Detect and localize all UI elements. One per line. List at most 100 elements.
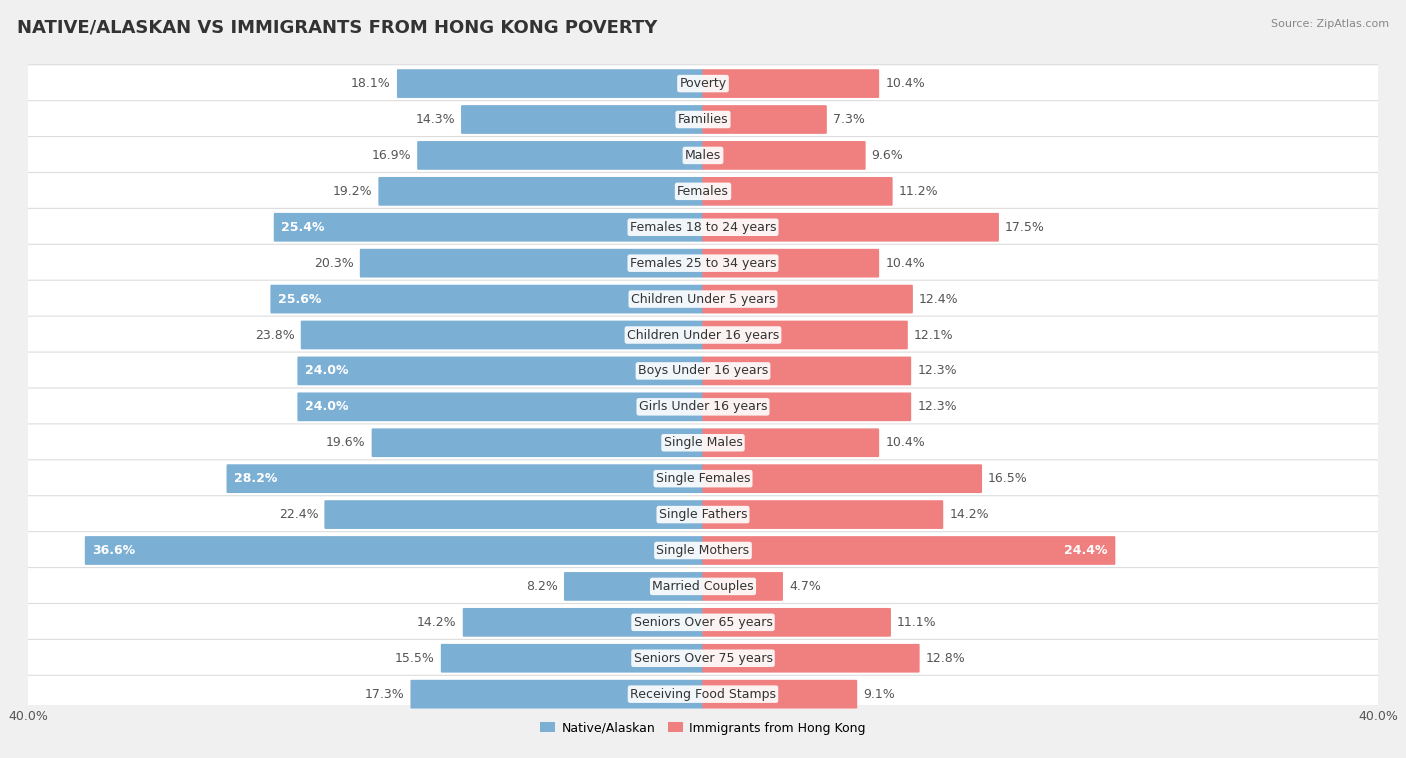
FancyBboxPatch shape [463, 608, 703, 637]
Text: 16.5%: 16.5% [988, 472, 1028, 485]
FancyBboxPatch shape [703, 393, 911, 421]
Text: 24.0%: 24.0% [305, 400, 349, 413]
Text: Males: Males [685, 149, 721, 162]
FancyBboxPatch shape [703, 536, 1115, 565]
Text: 15.5%: 15.5% [395, 652, 434, 665]
FancyBboxPatch shape [703, 249, 879, 277]
Text: Families: Families [678, 113, 728, 126]
Text: 10.4%: 10.4% [886, 437, 925, 449]
Text: 14.3%: 14.3% [415, 113, 456, 126]
FancyBboxPatch shape [27, 531, 1379, 569]
FancyBboxPatch shape [703, 465, 981, 493]
Text: Single Fathers: Single Fathers [659, 508, 747, 521]
FancyBboxPatch shape [703, 177, 893, 205]
FancyBboxPatch shape [564, 572, 703, 601]
Text: Boys Under 16 years: Boys Under 16 years [638, 365, 768, 377]
Text: 20.3%: 20.3% [314, 257, 354, 270]
Text: Females 18 to 24 years: Females 18 to 24 years [630, 221, 776, 233]
Text: 28.2%: 28.2% [233, 472, 277, 485]
FancyBboxPatch shape [27, 244, 1379, 282]
Text: 24.4%: 24.4% [1064, 544, 1108, 557]
FancyBboxPatch shape [27, 352, 1379, 390]
FancyBboxPatch shape [27, 603, 1379, 641]
Text: Seniors Over 75 years: Seniors Over 75 years [634, 652, 772, 665]
FancyBboxPatch shape [461, 105, 703, 134]
Text: 22.4%: 22.4% [278, 508, 318, 521]
FancyBboxPatch shape [226, 465, 703, 493]
Text: 25.4%: 25.4% [281, 221, 325, 233]
Text: 9.1%: 9.1% [863, 688, 896, 700]
FancyBboxPatch shape [27, 460, 1379, 497]
FancyBboxPatch shape [703, 105, 827, 134]
FancyBboxPatch shape [27, 675, 1379, 713]
Text: 36.6%: 36.6% [93, 544, 135, 557]
FancyBboxPatch shape [84, 536, 703, 565]
Text: 12.4%: 12.4% [920, 293, 959, 305]
Text: Females: Females [678, 185, 728, 198]
Text: 10.4%: 10.4% [886, 77, 925, 90]
Text: Poverty: Poverty [679, 77, 727, 90]
Text: Receiving Food Stamps: Receiving Food Stamps [630, 688, 776, 700]
Text: 11.1%: 11.1% [897, 615, 936, 629]
FancyBboxPatch shape [27, 280, 1379, 318]
Text: 12.3%: 12.3% [917, 400, 957, 413]
Text: 17.5%: 17.5% [1005, 221, 1045, 233]
Text: 8.2%: 8.2% [526, 580, 558, 593]
Text: 25.6%: 25.6% [278, 293, 321, 305]
FancyBboxPatch shape [703, 428, 879, 457]
Text: Seniors Over 65 years: Seniors Over 65 years [634, 615, 772, 629]
FancyBboxPatch shape [298, 393, 703, 421]
Text: 16.9%: 16.9% [371, 149, 411, 162]
FancyBboxPatch shape [27, 424, 1379, 462]
FancyBboxPatch shape [27, 101, 1379, 139]
Text: Children Under 16 years: Children Under 16 years [627, 328, 779, 342]
Text: Source: ZipAtlas.com: Source: ZipAtlas.com [1271, 19, 1389, 29]
Text: Girls Under 16 years: Girls Under 16 years [638, 400, 768, 413]
FancyBboxPatch shape [411, 680, 703, 709]
Text: 12.8%: 12.8% [925, 652, 966, 665]
FancyBboxPatch shape [27, 316, 1379, 354]
FancyBboxPatch shape [703, 69, 879, 98]
Text: 12.1%: 12.1% [914, 328, 953, 342]
FancyBboxPatch shape [301, 321, 703, 349]
FancyBboxPatch shape [298, 356, 703, 385]
FancyBboxPatch shape [703, 285, 912, 314]
FancyBboxPatch shape [274, 213, 703, 242]
Text: 4.7%: 4.7% [789, 580, 821, 593]
Text: 19.2%: 19.2% [333, 185, 373, 198]
Text: 10.4%: 10.4% [886, 257, 925, 270]
FancyBboxPatch shape [325, 500, 703, 529]
Text: Females 25 to 34 years: Females 25 to 34 years [630, 257, 776, 270]
FancyBboxPatch shape [27, 496, 1379, 534]
Text: Single Mothers: Single Mothers [657, 544, 749, 557]
FancyBboxPatch shape [703, 644, 920, 672]
FancyBboxPatch shape [27, 173, 1379, 210]
FancyBboxPatch shape [441, 644, 703, 672]
Text: 18.1%: 18.1% [352, 77, 391, 90]
FancyBboxPatch shape [703, 213, 998, 242]
FancyBboxPatch shape [371, 428, 703, 457]
Text: Single Females: Single Females [655, 472, 751, 485]
FancyBboxPatch shape [27, 64, 1379, 102]
Text: 14.2%: 14.2% [418, 615, 457, 629]
Text: 7.3%: 7.3% [832, 113, 865, 126]
Legend: Native/Alaskan, Immigrants from Hong Kong: Native/Alaskan, Immigrants from Hong Kon… [540, 722, 866, 735]
FancyBboxPatch shape [703, 500, 943, 529]
Text: 23.8%: 23.8% [254, 328, 295, 342]
Text: NATIVE/ALASKAN VS IMMIGRANTS FROM HONG KONG POVERTY: NATIVE/ALASKAN VS IMMIGRANTS FROM HONG K… [17, 19, 657, 37]
Text: Single Males: Single Males [664, 437, 742, 449]
FancyBboxPatch shape [396, 69, 703, 98]
FancyBboxPatch shape [27, 136, 1379, 174]
FancyBboxPatch shape [703, 141, 866, 170]
Text: 17.3%: 17.3% [364, 688, 405, 700]
Text: 11.2%: 11.2% [898, 185, 938, 198]
FancyBboxPatch shape [27, 388, 1379, 426]
FancyBboxPatch shape [418, 141, 703, 170]
FancyBboxPatch shape [703, 572, 783, 601]
FancyBboxPatch shape [27, 208, 1379, 246]
FancyBboxPatch shape [27, 640, 1379, 677]
FancyBboxPatch shape [378, 177, 703, 205]
FancyBboxPatch shape [703, 680, 858, 709]
Text: 24.0%: 24.0% [305, 365, 349, 377]
Text: Children Under 5 years: Children Under 5 years [631, 293, 775, 305]
